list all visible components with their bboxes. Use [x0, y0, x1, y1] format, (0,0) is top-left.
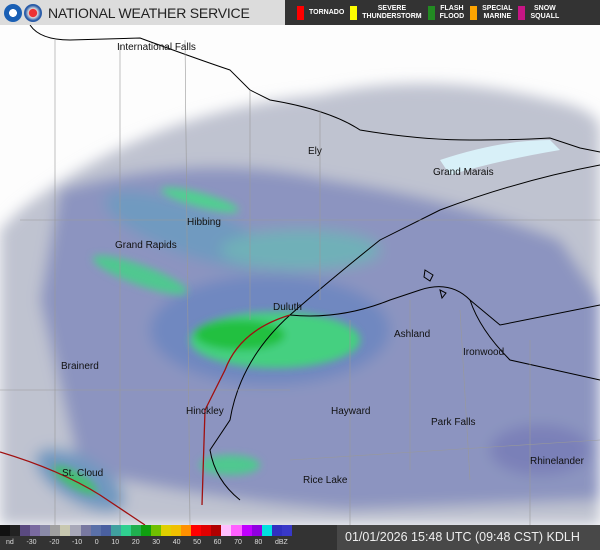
warning-label: SEVERE THUNDERSTORM [362, 4, 422, 20]
warning-label: SNOW SQUALL [530, 4, 560, 20]
scale-swatch [281, 525, 292, 536]
scale-tick: -30 [26, 539, 37, 546]
scale-swatch [271, 525, 282, 536]
scale-swatch [221, 525, 232, 536]
scale-ticks: nd -30 -20 -10 0 10 20 30 40 50 60 70 80 dBZ [0, 536, 292, 546]
scale-swatch [150, 525, 161, 536]
warning-label: TORNADO [309, 8, 345, 16]
scale-swatch [241, 525, 252, 536]
city-label: Duluth [273, 302, 302, 313]
scale-swatch [130, 525, 141, 536]
city-label: Hinckley [186, 406, 224, 417]
scale-swatch [161, 525, 172, 536]
warning-swatch [350, 5, 358, 20]
scale-swatch [181, 525, 192, 536]
scale-swatch [140, 525, 151, 536]
scale-swatch [261, 525, 272, 536]
scale-swatch [50, 525, 61, 536]
scale-swatch [211, 525, 222, 536]
scale-swatch [251, 525, 262, 536]
scale-swatch [201, 525, 212, 536]
scale-swatch [60, 525, 71, 536]
warning-swatch [427, 5, 435, 20]
scale-tick: 40 [172, 539, 181, 546]
scale-swatch [30, 525, 41, 536]
scale-swatch [40, 525, 51, 536]
warning-item: TORNADO [297, 5, 345, 20]
scale-tick: 70 [234, 539, 242, 546]
warning-swatch [470, 5, 478, 20]
radar-map[interactable] [0, 25, 600, 525]
timestamp: 01/01/2026 15:48 UTC (09:48 CST) KDLH [337, 525, 600, 550]
city-label: Rhinelander [530, 456, 584, 467]
warning-legend: TORNADO SEVERE THUNDERSTORM FLASH FLOOD SPE… [285, 0, 600, 25]
page-title: NATIONAL WEATHER SERVICE [48, 4, 250, 21]
footer-bar: nd -30 -20 -10 0 10 20 30 40 50 60 70 80 dBZ 01/01/20… [0, 525, 600, 550]
scale-tick: 30 [152, 539, 161, 546]
city-label: Rice Lake [303, 475, 348, 486]
radar-echoes [0, 83, 600, 525]
header: NATIONAL WEATHER SERVICE TORNADO SEVERE T… [0, 0, 600, 25]
brand: NATIONAL WEATHER SERVICE [0, 0, 285, 25]
city-label: Hibbing [187, 217, 221, 228]
scale-swatch [120, 525, 131, 536]
warning-label: FLASH FLOOD [439, 4, 465, 20]
city-label: Ashland [394, 329, 431, 340]
scale-tick: dBZ [274, 539, 288, 546]
city-label: International Falls [117, 42, 196, 53]
city-label: Hayward [331, 406, 371, 417]
scale-swatch [10, 525, 21, 536]
scale-swatch [70, 525, 81, 536]
scale-tick: 10 [111, 539, 120, 546]
scale-swatch [110, 525, 121, 536]
city-label: Ely [308, 146, 322, 157]
warning-item: FLASH FLOOD [427, 4, 465, 21]
scale-swatch [100, 525, 111, 536]
scale-swatch [20, 525, 31, 536]
city-label: Park Falls [431, 417, 476, 428]
warning-label: SPECIAL MARINE [482, 4, 513, 20]
scale-swatch [231, 525, 242, 536]
scale-tick: 60 [213, 539, 222, 546]
warning-swatch [518, 5, 526, 20]
city-label: Brainerd [61, 361, 99, 372]
scale-tick: nd [6, 539, 14, 546]
scale-swatch [80, 525, 91, 536]
city-label: Ironwood [463, 347, 505, 358]
city-label: Grand Rapids [115, 240, 177, 251]
scale-tick: 20 [131, 539, 140, 546]
city-label: St. Cloud [62, 468, 104, 479]
color-scale [0, 525, 292, 536]
warning-item: SNOW SQUALL [518, 5, 559, 21]
warning-item: SPECIAL MARINE [470, 5, 512, 21]
warning-item: SEVERE THUNDERSTORM [350, 4, 422, 21]
scale-tick: -10 [72, 539, 83, 546]
scale-tick: 80 [254, 539, 263, 546]
reflectivity-legend: nd -30 -20 -10 0 10 20 30 40 50 60 70 80 dBZ [0, 525, 292, 550]
warning-swatch [297, 5, 304, 20]
noaa-logo [4, 3, 22, 22]
scale-swatch [90, 525, 101, 536]
scale-swatch [191, 525, 202, 536]
scale-swatch [171, 525, 182, 536]
scale-tick: -20 [49, 539, 60, 546]
scale-tick: 50 [193, 539, 201, 546]
nws-logo [24, 3, 42, 22]
city-label: Grand Marais [433, 167, 494, 178]
scale-tick: 0 [94, 539, 99, 546]
scale-swatch [0, 525, 11, 536]
